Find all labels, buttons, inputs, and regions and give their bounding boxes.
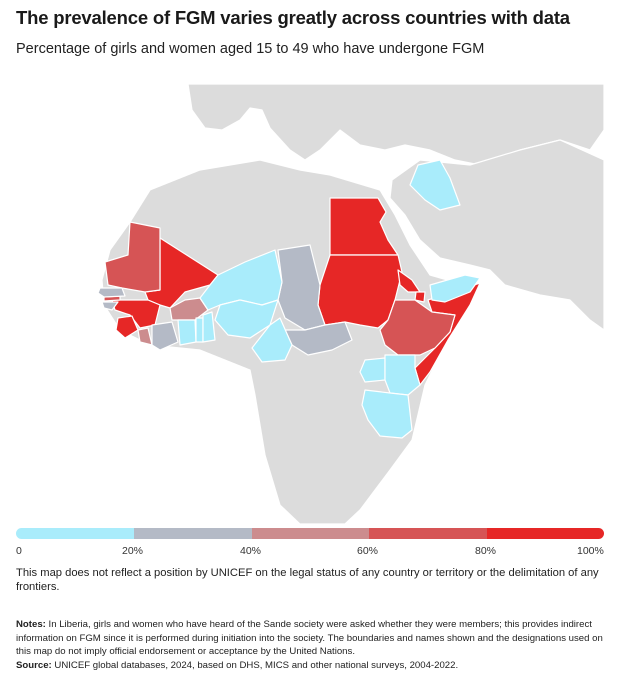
country-ghana	[177, 319, 197, 346]
notes-paragraph: Notes: In Liberia, girls and women who h…	[16, 618, 612, 659]
country-senegal	[97, 287, 126, 311]
legend-tick-40: 40%	[240, 545, 262, 557]
source-text: UNICEF global databases, 2024, based on …	[54, 659, 459, 671]
legend-bin-40-60	[252, 528, 369, 539]
country-central-african-republic	[284, 321, 353, 356]
notes-block: Notes: In Liberia, girls and women who h…	[16, 618, 612, 672]
africa-choropleth-map	[97, 84, 605, 524]
legend-bin-60-80	[369, 528, 487, 539]
country-yemen	[429, 274, 481, 303]
country-uganda	[359, 357, 386, 383]
legend-bin-0-20	[16, 528, 134, 539]
notes-text: In Liberia, girls and women who have hea…	[16, 619, 603, 658]
country-iraq	[409, 159, 461, 211]
map-subtitle: Percentage of girls and women aged 15 to…	[16, 41, 485, 57]
notes-label: Notes:	[16, 619, 46, 630]
country-djibouti	[414, 291, 426, 303]
country-eritrea	[397, 269, 421, 293]
country-tanzania	[361, 389, 413, 439]
country-guinea	[111, 299, 161, 329]
legend-bin-80-100	[487, 528, 604, 539]
map-disclaimer: This map does not reflect a position by …	[16, 567, 599, 593]
legend-tick-100: 100%	[577, 545, 604, 557]
legend-bin-20-40	[134, 528, 252, 539]
country-ethiopia	[379, 299, 456, 356]
legend-tick-80: 80%	[475, 545, 497, 557]
country-benin	[202, 311, 216, 343]
country-cote-divoire	[151, 321, 179, 351]
source-label: Source:	[16, 659, 52, 671]
country-sierra-leone	[115, 315, 139, 339]
legend-tick-0: 0	[16, 545, 22, 557]
legend-tick-60: 60%	[357, 545, 379, 557]
legend-color-bar	[16, 528, 604, 539]
country-togo	[195, 317, 204, 343]
source-paragraph: Source: UNICEF global databases, 2024, b…	[16, 659, 612, 673]
country-cameroon	[251, 317, 293, 363]
legend-tick-20: 20%	[122, 545, 144, 557]
map-title: The prevalence of FGM varies greatly acr…	[16, 7, 570, 28]
country-kenya	[384, 354, 421, 396]
